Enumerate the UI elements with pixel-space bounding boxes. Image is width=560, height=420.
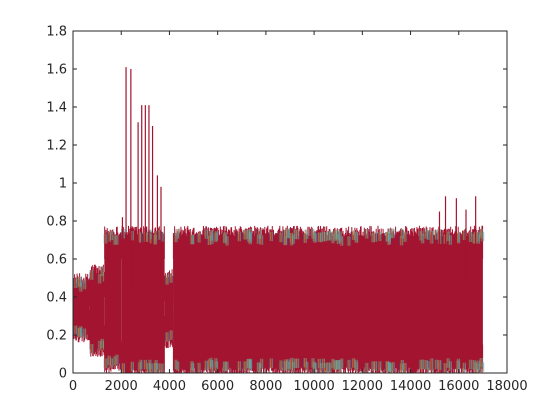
y-tick-label: 1.6 [46,63,67,78]
x-tick-label: 14000 [390,379,431,394]
x-tick-label: 18000 [486,379,527,394]
y-tick-label: 1.8 [46,25,67,40]
axes: 0 2000 4000 6000 8000 10000 12000 14000 16000 180… [46,25,527,395]
y-tick-label: 0.8 [46,215,67,230]
x-tick-label: 6000 [201,379,234,394]
x-tick-label: 4000 [153,379,186,394]
x-tick-label: 12000 [342,379,383,394]
x-tick-label: 8000 [249,379,282,394]
series-flecks-5-5 [176,228,485,373]
series-flecks-1-2 [90,266,105,354]
y-tick-label: 0.4 [46,291,67,306]
x-tick-label: 16000 [438,379,479,394]
x-tick-label: 0 [69,379,77,394]
axes-box [72,30,508,374]
y-tick-label: 1.4 [46,101,67,116]
y-tick-label: 0 [59,367,67,382]
series-flecks-4-5 [167,273,173,342]
signal-band-2 [104,236,122,364]
series-flecks-0-5 [76,276,87,339]
series-flecks-2-4 [106,230,118,368]
plot-area [73,67,485,373]
series-flecks-4-3 [166,273,172,342]
y-tick-label: 0.2 [46,329,67,344]
x-tick-label: 10000 [293,379,334,394]
y-tick-label: 1.2 [46,139,67,154]
series-flecks-2-3 [105,230,118,368]
series-flecks-2-5 [106,230,119,368]
y-tick-label: 0.6 [46,253,67,268]
series-flecks-4-1 [165,273,171,342]
x-tick-label: 2000 [105,379,138,394]
series-flecks-4-0 [164,273,170,342]
series-flecks-4-4 [167,273,172,342]
y-tick-label: 1 [59,177,67,192]
signal-band-4 [164,278,174,339]
series-flecks-4-2 [165,273,171,342]
